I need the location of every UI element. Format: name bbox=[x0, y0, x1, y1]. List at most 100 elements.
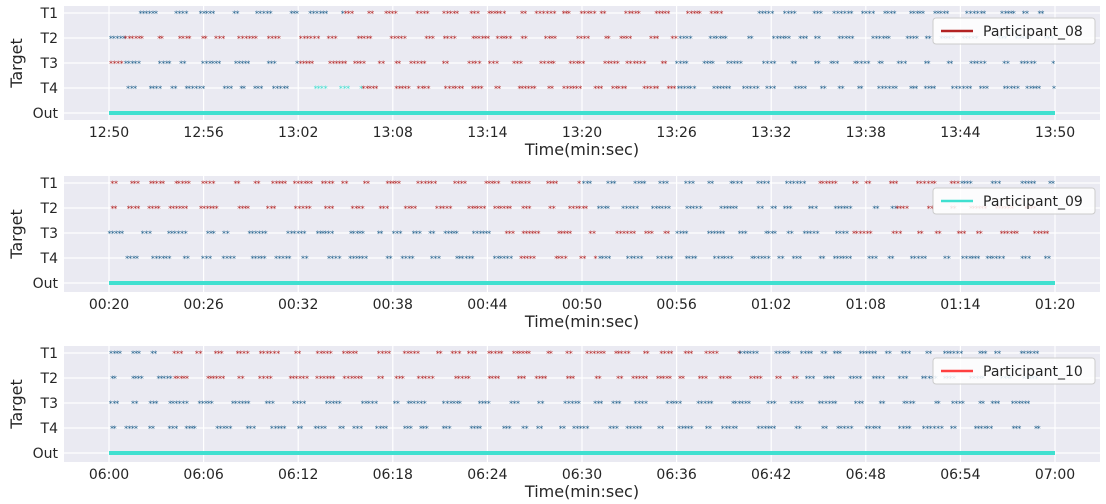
data-point: * bbox=[181, 35, 185, 44]
data-point: * bbox=[338, 425, 342, 434]
data-point: * bbox=[666, 230, 670, 239]
data-point: * bbox=[212, 230, 216, 239]
data-point: * bbox=[773, 205, 777, 214]
data-point: * bbox=[505, 425, 509, 434]
data-point: * bbox=[381, 425, 385, 434]
data-point: * bbox=[721, 230, 725, 239]
data-point: * bbox=[446, 230, 450, 239]
data-point: * bbox=[557, 230, 561, 239]
data-point: * bbox=[801, 35, 805, 44]
data-point: * bbox=[467, 375, 471, 384]
data-point: * bbox=[839, 10, 843, 19]
data-point: * bbox=[729, 60, 733, 69]
data-point: * bbox=[966, 180, 970, 189]
data-point: * bbox=[790, 230, 794, 239]
data-point: * bbox=[182, 375, 186, 384]
data-point: * bbox=[197, 400, 201, 409]
data-point: * bbox=[208, 60, 212, 69]
data-point: * bbox=[168, 60, 172, 69]
data-point: * bbox=[315, 375, 319, 384]
data-point: * bbox=[261, 230, 265, 239]
data-point: * bbox=[745, 85, 749, 94]
data-point: * bbox=[279, 425, 283, 434]
data-point: * bbox=[554, 255, 558, 264]
data-point: * bbox=[991, 255, 995, 264]
data-point: * bbox=[174, 400, 178, 409]
data-point: * bbox=[969, 180, 973, 189]
data-point: * bbox=[877, 60, 881, 69]
data-point: * bbox=[783, 205, 787, 214]
data-point: * bbox=[306, 180, 310, 189]
data-point: * bbox=[502, 35, 506, 44]
data-point: * bbox=[1009, 10, 1013, 19]
data-point: * bbox=[925, 425, 929, 434]
data-point: * bbox=[707, 230, 711, 239]
data-point: * bbox=[187, 425, 191, 434]
data-point: * bbox=[144, 10, 148, 19]
data-point: * bbox=[927, 205, 931, 214]
data-point: * bbox=[635, 205, 639, 214]
data-point: * bbox=[934, 400, 938, 409]
data-point: * bbox=[965, 10, 969, 19]
data-point: * bbox=[871, 375, 875, 384]
data-point: * bbox=[928, 350, 932, 359]
data-point: * bbox=[670, 85, 674, 94]
data-point: * bbox=[890, 205, 894, 214]
data-point: * bbox=[850, 35, 854, 44]
data-point: * bbox=[215, 425, 219, 434]
data-point: * bbox=[281, 255, 285, 264]
data-point: * bbox=[804, 35, 808, 44]
data-point: * bbox=[113, 205, 117, 214]
data-point: * bbox=[1032, 85, 1036, 94]
data-point: * bbox=[613, 180, 617, 189]
data-point: * bbox=[926, 60, 930, 69]
data-point: * bbox=[588, 230, 592, 239]
x-tick-label: 01:08 bbox=[846, 297, 886, 313]
data-point: * bbox=[239, 85, 243, 94]
data-point: * bbox=[435, 205, 439, 214]
data-point: * bbox=[629, 230, 633, 239]
data-point: * bbox=[860, 400, 864, 409]
data-point: * bbox=[161, 255, 165, 264]
data-point: * bbox=[675, 230, 679, 239]
data-point: * bbox=[350, 10, 354, 19]
data-point: * bbox=[109, 350, 113, 359]
data-point: * bbox=[496, 255, 500, 264]
data-point: * bbox=[478, 60, 482, 69]
data-point: * bbox=[907, 350, 911, 359]
data-point: * bbox=[154, 85, 158, 94]
data-point: * bbox=[820, 350, 824, 359]
data-point: * bbox=[818, 255, 822, 264]
data-point: * bbox=[443, 35, 447, 44]
data-point: * bbox=[472, 10, 476, 19]
data-point: * bbox=[634, 10, 638, 19]
data-point: * bbox=[707, 180, 711, 189]
data-point: * bbox=[625, 35, 629, 44]
data-point: * bbox=[158, 85, 162, 94]
data-point: * bbox=[539, 60, 543, 69]
data-point: * bbox=[209, 375, 213, 384]
data-point: * bbox=[678, 60, 682, 69]
data-point: * bbox=[841, 230, 845, 239]
data-point: * bbox=[454, 350, 458, 359]
data-point: * bbox=[583, 10, 587, 19]
data-point: * bbox=[275, 180, 279, 189]
data-point: * bbox=[458, 255, 462, 264]
data-point: * bbox=[662, 180, 666, 189]
data-point: * bbox=[787, 350, 791, 359]
data-point: * bbox=[713, 10, 717, 19]
data-point: * bbox=[569, 375, 573, 384]
data-point: * bbox=[628, 425, 632, 434]
data-point: * bbox=[770, 205, 774, 214]
data-point: * bbox=[396, 35, 400, 44]
data-point: * bbox=[1014, 400, 1018, 409]
data-point: * bbox=[938, 230, 942, 239]
data-point: * bbox=[344, 10, 348, 19]
data-point: * bbox=[211, 60, 215, 69]
data-point: * bbox=[386, 180, 390, 189]
data-point: * bbox=[377, 350, 381, 359]
data-point: * bbox=[211, 10, 215, 19]
data-point: * bbox=[175, 205, 179, 214]
data-point: * bbox=[473, 205, 477, 214]
data-point: * bbox=[836, 425, 840, 434]
